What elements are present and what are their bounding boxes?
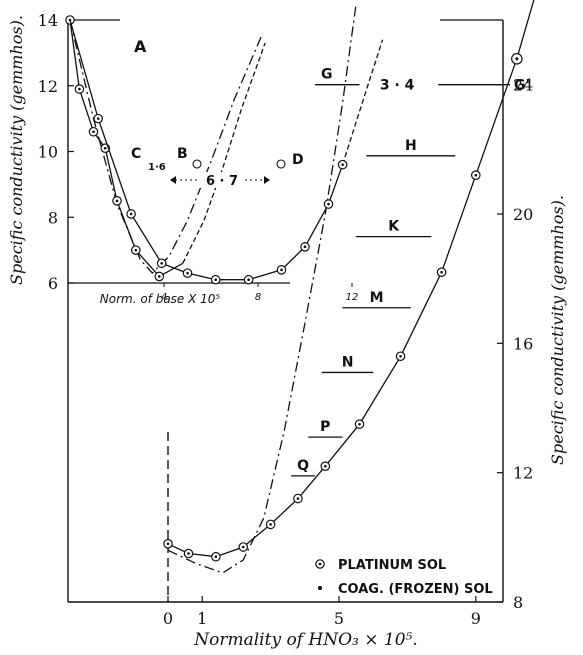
data-point-platinum-dot — [214, 555, 218, 559]
y-right-tick-label: 12 — [513, 464, 533, 483]
axes — [67, 19, 504, 603]
inset-line-ext-B — [182, 42, 266, 264]
inset-span-arrow — [264, 176, 270, 184]
y-right-tick-label: 24 — [513, 76, 533, 95]
data-point-platinum-dot — [166, 542, 170, 546]
inset-series-label-d: D — [292, 152, 304, 168]
y-right-label: Specific conductivity (gemmhos). — [548, 195, 567, 465]
inset-line-C — [69, 19, 264, 275]
data-point-platinum-dot — [187, 552, 190, 555]
x-tick-label: 0 — [163, 609, 173, 628]
y-left-tick-label: 6 — [48, 274, 58, 293]
x-tick-label: 9 — [471, 609, 481, 628]
inset-point-B-dot — [115, 199, 119, 203]
ticks: 0 1 5 9 8 12 16 20 24 6 8 10 12 14 — [38, 11, 534, 628]
data-point-platinum-dot — [358, 422, 361, 426]
inset-line-B — [69, 19, 184, 278]
inset-x-label: Norm. of base X 10⁵ — [100, 292, 221, 306]
band-label: N — [342, 354, 354, 370]
band-end-label: G' — [514, 78, 530, 94]
inset-line-ext-D — [341, 39, 384, 165]
y-right-tick-label: 8 — [513, 593, 523, 612]
legend-symbol-platinum-dot — [318, 562, 322, 566]
inset-series-label-b: B — [177, 146, 188, 162]
band-label: G — [321, 67, 333, 83]
legend-label: COAG. (FROZEN) SOL — [338, 582, 493, 597]
series-line-platinum — [167, 0, 535, 558]
inset-x-tick-label: 12 — [346, 292, 359, 303]
data-point-platinum-dot — [440, 270, 443, 274]
x-tick-label: 1 — [197, 609, 207, 628]
band-label: Q — [297, 458, 309, 474]
inset-point-B-dot — [158, 275, 161, 278]
inset-span-label: 6 · 7 — [206, 174, 238, 189]
inset-marker — [192, 159, 202, 169]
inset-point-D-dot — [303, 245, 307, 249]
y-left-tick-label: 14 — [38, 11, 58, 30]
reference-bands: 3 · 4 G' G H K M N P Q — [291, 52, 530, 477]
inset-chart: 4 8 12 Norm. of base X 10⁵ A C 1·6 B D 6 · 7 — [65, 15, 384, 306]
x-axis-label: Normality of HNO₃ × 10⁵. — [193, 630, 418, 650]
inset-point-D-dot — [186, 271, 189, 275]
y-left-tick-label: 10 — [38, 143, 58, 162]
inset-series-label-c: C — [131, 146, 141, 162]
inset-point-D-dot — [327, 202, 330, 206]
y-right-tick-label: 16 — [513, 334, 533, 353]
data-point-platinum-dot — [474, 173, 478, 177]
data-point-platinum-dot — [269, 523, 272, 526]
main-series — [163, 0, 535, 574]
series-line-coag — [167, 3, 357, 574]
y-left-label: Specific conductivity (gemmhos). — [7, 15, 26, 285]
inset-point-D-dot — [214, 278, 217, 282]
band-value-label: 3 · 4 — [380, 78, 415, 94]
inset-x-tick-label: 8 — [255, 292, 261, 303]
inset-line-D — [69, 19, 344, 281]
x-tick-label: 5 — [334, 609, 344, 628]
inset-x-tick-label: 4 — [161, 292, 167, 303]
inset-point-B-dot — [78, 87, 81, 91]
axis-labels: Normality of HNO₃ × 10⁵. Specific conduct… — [7, 15, 567, 650]
data-point-platinum-dot — [296, 497, 300, 500]
legend-label: PLATINUM SOL — [338, 558, 446, 573]
legend: PLATINUM SOL COAG. (FROZEN) SOL — [315, 558, 493, 597]
y-left-tick-label: 12 — [38, 77, 58, 96]
inset-span-bg — [200, 172, 244, 188]
data-point-platinum-dot — [515, 57, 519, 61]
inset-point-D-dot — [341, 163, 344, 166]
data-point-platinum-dot — [399, 354, 402, 358]
legend-symbol-coag — [318, 586, 322, 590]
data-point-platinum-dot — [324, 464, 327, 468]
inset-point-B-dot — [103, 146, 107, 150]
band-label: M — [370, 290, 384, 306]
y-left-tick-label: 8 — [48, 208, 58, 227]
band-label: H — [405, 138, 417, 154]
inset-point-B-dot — [92, 130, 95, 134]
inset-span-arrow — [170, 176, 176, 184]
inset-point-D-dot — [280, 268, 283, 272]
data-point-platinum-dot — [241, 545, 245, 549]
inset-marker — [276, 159, 286, 169]
y-right-tick-label: 20 — [513, 205, 533, 224]
inset-label: A — [134, 37, 147, 56]
inset-point-D-dot — [129, 212, 133, 216]
inset-point-D-dot — [160, 261, 163, 265]
band-label: K — [388, 219, 400, 235]
inset-series-value-c: 1·6 — [148, 162, 166, 173]
inset-point-D-dot — [96, 117, 100, 120]
inset-point-D-dot — [247, 278, 250, 282]
inset-point-B-dot — [134, 248, 138, 252]
band-label: P — [320, 419, 330, 435]
